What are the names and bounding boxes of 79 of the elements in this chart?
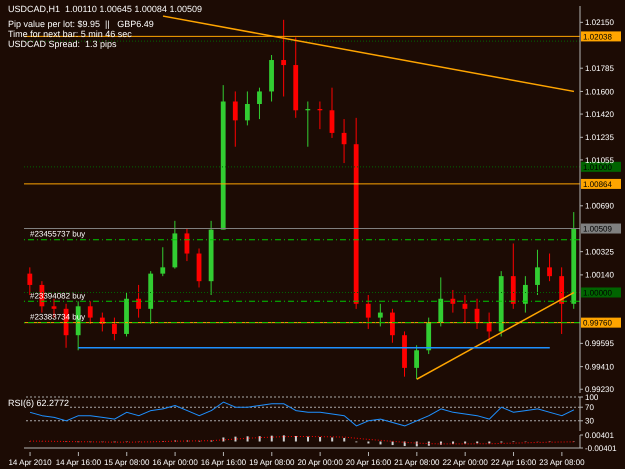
x-tick-label: 22 Apr 00:00 bbox=[442, 458, 488, 467]
annotation: Pip value per lot: $9.95 || GBP6.49 bbox=[8, 19, 154, 29]
bar bbox=[246, 436, 249, 442]
x-tick-label: 21 Apr 08:00 bbox=[394, 458, 440, 467]
ref-line-label: 1.00000 bbox=[583, 288, 612, 298]
candlestick bbox=[522, 276, 528, 314]
candlestick bbox=[232, 90, 238, 148]
bar bbox=[331, 437, 334, 442]
candlestick bbox=[547, 253, 552, 282]
candlestick bbox=[450, 289, 456, 314]
x-tick-label: 20 Apr 00:00 bbox=[297, 458, 344, 467]
bar bbox=[392, 442, 394, 446]
candlestick bbox=[486, 312, 492, 344]
y-tick-label: 1.01420 bbox=[585, 110, 614, 119]
bar bbox=[343, 438, 346, 442]
line-series bbox=[30, 436, 574, 444]
ref-line-label: 1.01000 bbox=[583, 162, 612, 172]
y-tick-label: 1.00140 bbox=[585, 270, 614, 280]
ref-line-label: 0.99760 bbox=[583, 318, 612, 328]
x-tick-label: 23 Apr 08:00 bbox=[539, 458, 586, 467]
candlestick bbox=[342, 118, 346, 164]
y-tick-label: 100 bbox=[585, 392, 599, 402]
candlestick bbox=[318, 100, 322, 130]
ref-line-label: 1.00864 bbox=[583, 180, 612, 189]
candlestick bbox=[88, 300, 93, 324]
y-tick-label: -0.00401 bbox=[585, 444, 618, 453]
bar bbox=[294, 436, 297, 442]
bar bbox=[416, 442, 418, 446]
candlestick bbox=[438, 276, 444, 327]
y-tick-label: 1.01235 bbox=[585, 133, 614, 142]
chart-title: RSI(6) 62.2772 bbox=[8, 398, 70, 408]
y-tick-label: 1.00325 bbox=[585, 247, 614, 256]
bar bbox=[222, 437, 224, 442]
candlestick bbox=[535, 249, 540, 296]
x-tick-label: 22 Apr 16:00 bbox=[490, 458, 537, 467]
x-tick-label: 20 Apr 16:00 bbox=[346, 458, 392, 467]
candlestick bbox=[390, 308, 395, 344]
y-tick-label: 1.01055 bbox=[585, 156, 614, 165]
x-tick-label: 19 Apr 08:00 bbox=[249, 458, 296, 467]
y-tick-label: 0.99595 bbox=[585, 339, 614, 348]
x-tick-label: 16 Apr 16:00 bbox=[200, 458, 247, 467]
bar bbox=[270, 436, 273, 442]
candlestick bbox=[330, 87, 334, 138]
y-tick-label: 30 bbox=[585, 416, 594, 426]
ref-line-label: 1.02038 bbox=[583, 32, 612, 42]
bar bbox=[258, 436, 261, 442]
candlestick bbox=[378, 303, 383, 327]
candlestick bbox=[414, 344, 419, 380]
ref-line-label: 1.00509 bbox=[583, 224, 612, 234]
bar bbox=[234, 436, 236, 442]
candlestick bbox=[474, 298, 480, 330]
bar bbox=[380, 442, 382, 444]
x-tick-label: 15 Apr 08:00 bbox=[104, 458, 150, 467]
candlestick bbox=[462, 294, 468, 324]
y-tick-label: 1.01600 bbox=[585, 87, 614, 96]
y-tick-label: 1.00690 bbox=[585, 202, 614, 211]
candlestick bbox=[184, 228, 190, 262]
candlestick bbox=[136, 284, 141, 318]
y-tick-label: 70 bbox=[585, 403, 594, 412]
chart-title: USDCAD,H1 1.00110 1.00645 1.00084 1.00509 bbox=[8, 4, 202, 14]
x-tick-label: 14 Apr 16:00 bbox=[56, 458, 102, 467]
x-tick-label: 16 Apr 00:00 bbox=[152, 458, 198, 467]
candlestick bbox=[112, 317, 117, 341]
annotation: USDCAD Spread: 1.3 pips bbox=[8, 39, 117, 49]
bar bbox=[307, 436, 309, 442]
candlestick bbox=[305, 100, 310, 148]
bar bbox=[282, 435, 285, 442]
y-tick-label: 1.02150 bbox=[585, 18, 614, 28]
candlestick bbox=[281, 19, 286, 97]
y-tick-label: 0.99230 bbox=[585, 385, 614, 394]
candlestick bbox=[257, 87, 262, 120]
candlestick bbox=[366, 294, 371, 330]
y-tick-label: 0.00401 bbox=[585, 430, 614, 440]
candlestick bbox=[244, 90, 250, 126]
bar bbox=[319, 436, 322, 442]
ref-line-label: #23455737 buy bbox=[30, 230, 86, 239]
x-tick-label: 14 Apr 2010 bbox=[8, 458, 52, 467]
y-tick-label: 1.01785 bbox=[585, 64, 614, 74]
y-tick-label: 0.99410 bbox=[585, 362, 614, 372]
